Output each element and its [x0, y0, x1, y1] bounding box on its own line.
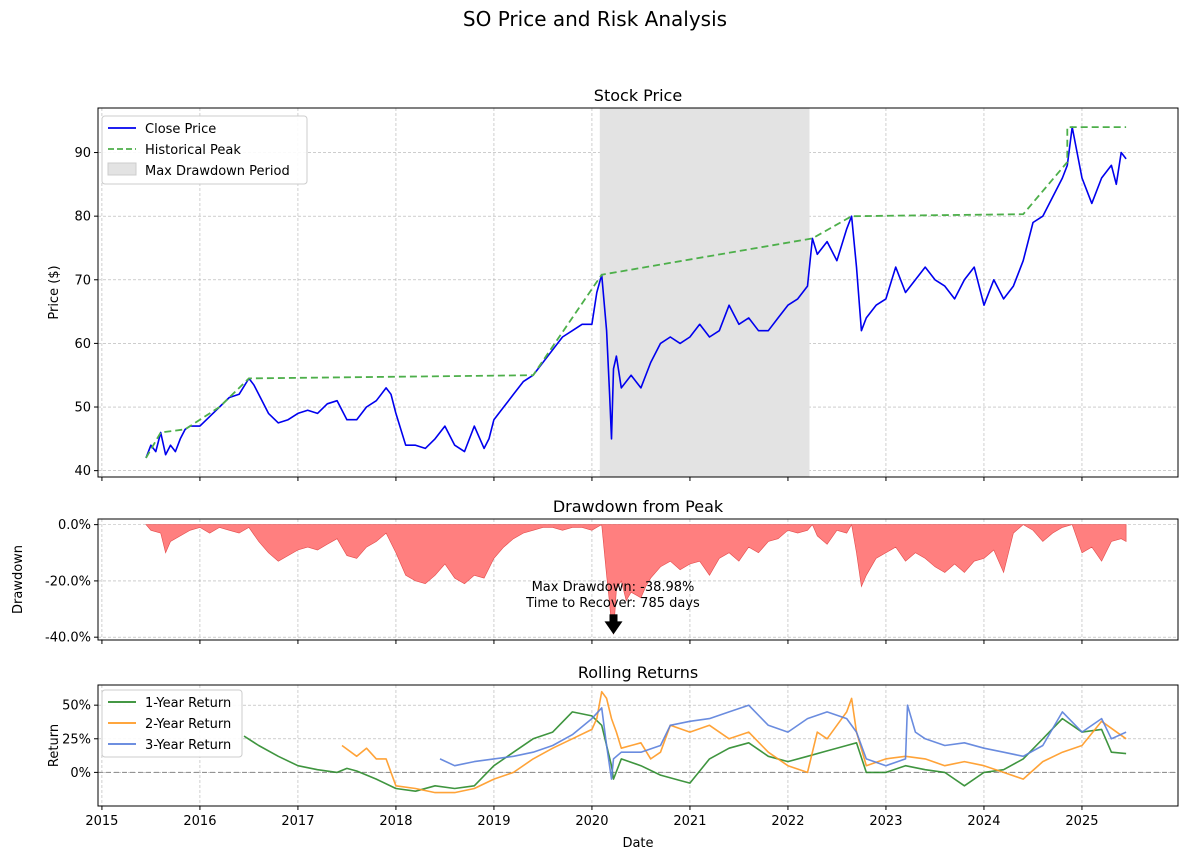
stock-price-y-tick-label: 80: [74, 210, 91, 225]
rolling-returns-y-tick-label: 25%: [62, 732, 91, 747]
rolling-returns-y-tick-label: 0%: [70, 766, 91, 781]
rolling-returns-y-tick-label: 50%: [62, 699, 91, 714]
rolling-returns-x-tick-label: 2022: [771, 814, 804, 829]
rolling-returns-x-tick-label: 2023: [869, 814, 902, 829]
rolling-returns-x-ticks: 2015 2016 2017 2018 2019 2020 2021 2022 2023 2024…: [85, 806, 1099, 829]
drawdown-from-peak-y-tick-label: -20.0%: [45, 574, 91, 589]
rolling-returns-x-label: Date: [622, 836, 653, 851]
figure-suptitle: SO Price and Risk Analysis: [463, 7, 727, 31]
annotation-max-drawdown-text: Max Drawdown: -38.98%: [532, 580, 695, 595]
stock-price-y-ticks: 40 50 60 70 80 90: [74, 146, 98, 479]
legend-label-close-price: Close Price: [145, 122, 216, 137]
annotation-arrow-head: [604, 621, 623, 635]
rolling-returns-title: Rolling Returns: [578, 663, 698, 682]
rolling-returns-x-tick-label: 2016: [183, 814, 216, 829]
close-price-line: [145, 126, 1127, 459]
rolling-returns-series: [243, 690, 1127, 794]
rolling-returns-x-tick-label: 2021: [673, 814, 706, 829]
stock-price-legend-box: [101, 115, 308, 185]
rolling-returns-x-tick-label: 2018: [379, 814, 412, 829]
stock-price-y-label: Price ($): [47, 265, 62, 319]
rolling-returns-panel: 0% 25% 50% 2015 2016 2017 2018 2019 2020 2021 202…: [47, 663, 1179, 851]
historical-peak-line: [145, 126, 1127, 459]
rolling-returns-x-tick-label: 2017: [281, 814, 314, 829]
stock-price-shaded-region: [599, 108, 810, 477]
legend-label-max-drawdown-period: Max Drawdown Period: [145, 164, 290, 179]
stock-price-x-ticks: [101, 477, 1083, 481]
drawdown-x-ticks: [101, 640, 1083, 644]
annotation-arrow-icon: [604, 614, 623, 635]
rolling-returns-y-label: Return: [47, 724, 62, 767]
rolling-returns-x-tick-label: 2024: [967, 814, 1000, 829]
drawdown-plot-frame: [97, 518, 1179, 641]
drawdown-y-label: Drawdown: [11, 545, 26, 614]
drawdown-series: [145, 523, 1127, 635]
drawdown-from-peak-y-tick-label: 0.0%: [58, 518, 91, 533]
3-year-return-line: [439, 704, 1127, 780]
drawdown-area: [145, 523, 1127, 635]
stock-price-y-tick-label: 50: [74, 401, 91, 416]
annotation-arrow-shaft: [609, 614, 618, 623]
legend-label-3-year-return: 3-Year Return: [145, 738, 231, 753]
rolling-returns-x-tick-label: 2015: [85, 814, 118, 829]
annotation-recovery-text: Time to Recover: 785 days: [525, 596, 700, 611]
stock-price-panel: 40 50 60 70 80 90 Stock Price Price ($) Close…: [47, 86, 1179, 481]
rolling-returns-legend: 1-Year Return 2-Year Return 3-Year Retur…: [101, 689, 243, 758]
stock-price-y-tick-label: 60: [74, 337, 91, 352]
rolling-returns-legend-box: [101, 689, 243, 758]
rolling-returns-y-ticks: 0% 25% 50%: [62, 699, 98, 781]
drawdown-panel: 0.0% -20.0% -40.0% Drawdown from Peak Draw…: [11, 497, 1179, 646]
stock-price-y-tick-label: 40: [74, 464, 91, 479]
max-drawdown-period-band: [599, 108, 810, 477]
2-year-return-line: [341, 690, 1127, 794]
legend-swatch-max-drawdown-period: [107, 162, 137, 176]
stock-price-y-tick-label: 70: [74, 273, 91, 288]
stock-price-y-tick-label: 90: [74, 146, 91, 161]
rolling-returns-plot-frame: [97, 684, 1179, 807]
legend-label-historical-peak: Historical Peak: [145, 143, 241, 158]
stock-price-legend: Close Price Historical Peak Max Drawdown…: [101, 115, 308, 185]
rolling-returns-x-tick-label: 2020: [575, 814, 608, 829]
drawdown-from-peak-y-tick-label: -40.0%: [45, 631, 91, 646]
max-drawdown-annotation: Max Drawdown: -38.98% Time to Recover: 7…: [525, 580, 700, 635]
stock-price-series: [145, 126, 1127, 459]
legend-label-1-year-return: 1-Year Return: [145, 696, 231, 711]
drawdown-title: Drawdown from Peak: [553, 497, 724, 516]
rolling-returns-x-tick-label: 2025: [1065, 814, 1098, 829]
rolling-returns-x-tick-label: 2019: [477, 814, 510, 829]
drawdown-y-ticks: 0.0% -20.0% -40.0%: [45, 518, 98, 646]
stock-price-title: Stock Price: [594, 86, 682, 105]
legend-label-2-year-return: 2-Year Return: [145, 717, 231, 732]
stock-price-plot-frame: [97, 107, 1179, 478]
1-year-return-line: [243, 711, 1127, 792]
